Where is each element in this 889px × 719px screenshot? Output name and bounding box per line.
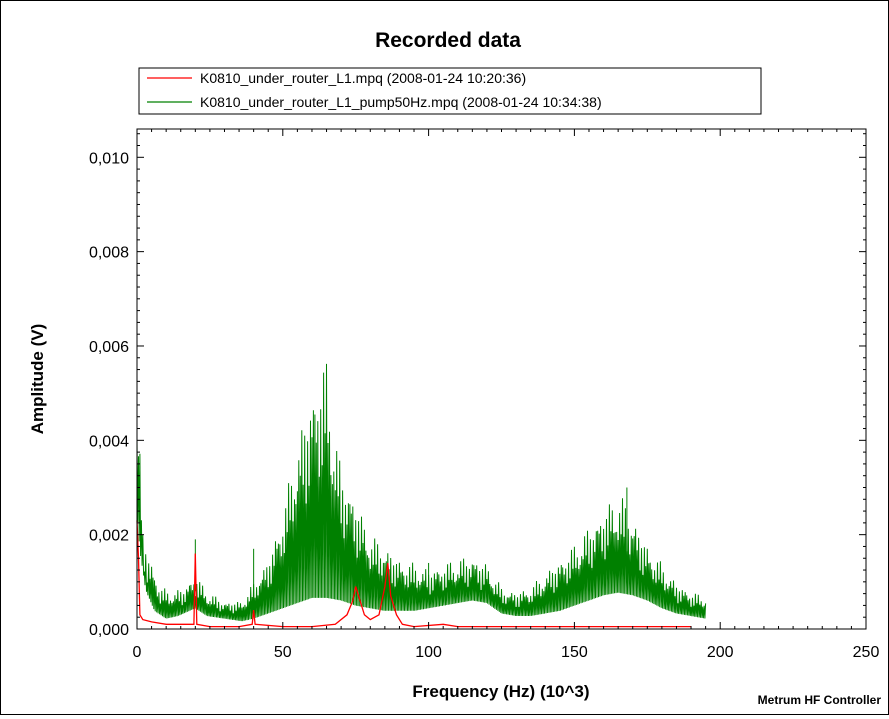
legend-label-red: K0810_under_router_L1.mpq (2008-01-24 10… <box>200 70 526 86</box>
legend: K0810_under_router_L1.mpq (2008-01-24 10… <box>138 67 762 115</box>
plot-area <box>136 363 707 628</box>
axes: 0,000 0,002 0,004 0,006 0,008 0,010 0 50 100 150 2… <box>89 128 880 661</box>
y-tick-label: 0,008 <box>89 245 129 262</box>
x-tick-label: 200 <box>707 644 734 661</box>
x-axis-title: Frequency (Hz) (10^3) <box>412 682 589 701</box>
y-axis-title: Amplitude (V) <box>28 324 47 435</box>
x-tick-label: 50 <box>274 644 292 661</box>
legend-label-green: K0810_under_router_L1_pump50Hz.mpq (2008… <box>200 94 602 110</box>
chart-title: Recorded data <box>375 29 521 52</box>
y-tick-label: 0,006 <box>89 339 129 356</box>
x-tick-label: 0 <box>133 644 142 661</box>
footer-brand: Metrum HF Controller <box>758 693 882 707</box>
legend-box <box>138 67 762 115</box>
y-tick-label: 0,004 <box>89 433 129 450</box>
y-tick-label: 0,000 <box>89 622 129 639</box>
x-tick-label: 150 <box>561 644 588 661</box>
y-tick-label: 0,002 <box>89 528 129 545</box>
x-tick-label: 100 <box>415 644 442 661</box>
x-tick-label: 250 <box>853 644 880 661</box>
y-tick-label: 0,010 <box>89 150 129 167</box>
plot-border <box>136 128 867 630</box>
green-series-line <box>136 363 707 622</box>
